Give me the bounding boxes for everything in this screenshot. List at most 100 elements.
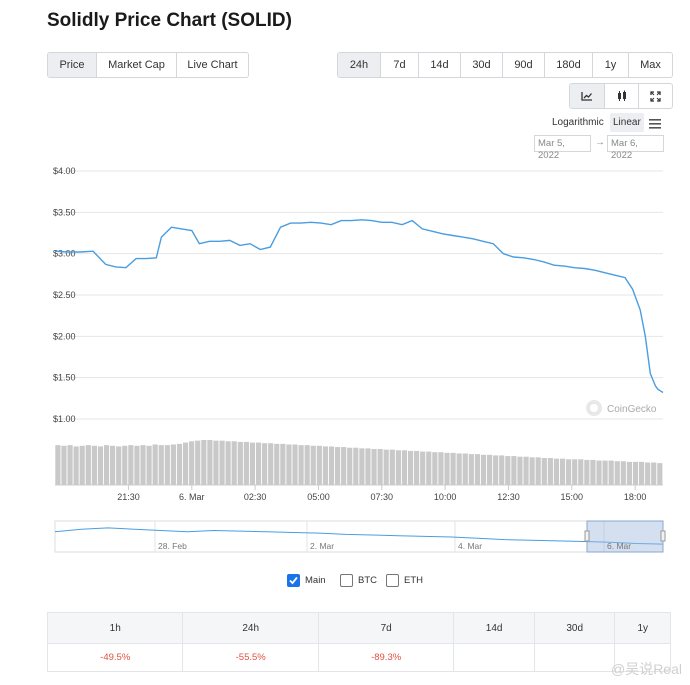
- volume-bar: [462, 453, 468, 485]
- volume-bar: [55, 445, 61, 485]
- volume-bar: [620, 461, 626, 485]
- tab-live-chart[interactable]: Live Chart: [176, 53, 248, 77]
- price-chart[interactable]: $4.00 $3.50 $3.00 $2.50 $2.00 $1.50 $1.00 21:3…: [0, 150, 690, 510]
- volume-bar: [578, 459, 584, 485]
- volume-bar: [432, 452, 438, 485]
- volume-bar: [255, 442, 262, 485]
- volume-bar: [584, 459, 590, 485]
- range-max[interactable]: Max: [628, 53, 672, 77]
- range-90d[interactable]: 90d: [502, 53, 544, 77]
- header-7d: 7d: [317, 612, 455, 644]
- volume-bar: [146, 445, 152, 485]
- price-change-table: 1h 24h 7d 14d 30d 1y -49.5% -55.5% -89.3…: [46, 612, 671, 672]
- volume-bar: [328, 446, 335, 485]
- y-tick-label: $1.50: [53, 373, 76, 383]
- range-7d[interactable]: 7d: [380, 53, 418, 77]
- volume-bar: [614, 461, 620, 485]
- volume-bar: [511, 456, 517, 485]
- range-1y[interactable]: 1y: [592, 53, 628, 77]
- volume-bar: [505, 456, 511, 485]
- x-tick-label: 15:00: [561, 492, 584, 502]
- checkbox-main[interactable]: [287, 574, 300, 587]
- y-tick-label: $2.00: [53, 331, 76, 341]
- legend-main[interactable]: Main: [287, 574, 326, 587]
- legend-eth-label: ETH: [404, 575, 423, 586]
- header-1h: 1h: [46, 612, 184, 644]
- y-tick-label: $1.00: [53, 414, 76, 424]
- volume-bar: [414, 450, 420, 485]
- tab-market-cap[interactable]: Market Cap: [96, 53, 176, 77]
- volume-bar: [480, 454, 487, 485]
- value-7d: -89.3%: [317, 643, 455, 672]
- volume-bar: [450, 452, 456, 485]
- view-tabs: Price Market Cap Live Chart: [47, 52, 249, 78]
- x-tick-label: 07:30: [371, 492, 394, 502]
- checkbox-eth[interactable]: [386, 574, 399, 587]
- volume-bar: [128, 445, 134, 485]
- value-30d: [533, 643, 616, 672]
- volume-bar: [195, 440, 201, 485]
- volume-bar: [499, 455, 505, 485]
- volume-bar: [334, 447, 341, 485]
- navigator-label: 28. Feb: [158, 541, 187, 551]
- volume-bar: [401, 450, 408, 485]
- volume-bar: [438, 452, 444, 485]
- volume-bar: [103, 445, 110, 485]
- volume-bar: [566, 459, 572, 485]
- volume-bar: [249, 442, 256, 485]
- volume-bar: [176, 443, 183, 485]
- volume-bar: [237, 441, 243, 485]
- header-1y: 1y: [614, 612, 671, 644]
- range-14d[interactable]: 14d: [418, 53, 460, 77]
- volume-bar: [474, 454, 480, 485]
- volume-bar: [304, 445, 310, 485]
- volume-bar: [207, 440, 213, 485]
- checkbox-btc[interactable]: [340, 574, 353, 587]
- volume-bar: [91, 445, 97, 485]
- candlestick-icon[interactable]: [604, 84, 638, 108]
- value-24h: -55.5%: [182, 643, 319, 672]
- volume-bar: [341, 447, 347, 485]
- date-from-input[interactable]: Mar 5, 2022: [534, 135, 591, 161]
- date-to-input[interactable]: Mar 6, 2022: [607, 135, 664, 161]
- volume-bar: [651, 462, 657, 485]
- range-24h[interactable]: 24h: [338, 53, 380, 77]
- legend-eth[interactable]: ETH: [386, 574, 423, 587]
- date-arrow: →: [595, 137, 605, 148]
- range-tabs: 24h 7d 14d 30d 90d 180d 1y Max: [337, 52, 673, 78]
- scale-linear[interactable]: Linear: [610, 113, 644, 132]
- y-tick-label: $4.00: [53, 166, 76, 176]
- volume-bar: [486, 454, 493, 485]
- volume-bar: [383, 449, 389, 485]
- volume-bar: [657, 463, 663, 485]
- scale-logarithmic[interactable]: Logarithmic: [552, 117, 604, 128]
- navigator[interactable]: 28. Feb 2. Mar 4. Mar 6. Mar: [0, 518, 690, 558]
- value-1h: -49.5%: [46, 643, 184, 672]
- volume-bar: [535, 457, 541, 485]
- fullscreen-icon[interactable]: [638, 84, 672, 108]
- volume-bar: [468, 454, 474, 485]
- range-180d[interactable]: 180d: [544, 53, 592, 77]
- volume-bar: [426, 451, 432, 485]
- range-30d[interactable]: 30d: [460, 53, 502, 77]
- navigator-label: 6. Mar: [607, 541, 631, 551]
- volume-bar: [67, 445, 73, 485]
- volume-bar: [152, 444, 158, 485]
- navigator-label: 2. Mar: [310, 541, 334, 551]
- volume-bar: [420, 451, 426, 485]
- volume-bar: [602, 460, 608, 485]
- volume-bar: [268, 443, 274, 485]
- tab-price[interactable]: Price: [48, 53, 96, 77]
- price-series-line: [54, 219, 664, 394]
- legend-btc[interactable]: BTC: [340, 574, 377, 587]
- volume-bar: [298, 445, 304, 485]
- line-chart-icon[interactable]: [570, 84, 604, 108]
- volume-bar: [638, 461, 645, 485]
- volume-bar: [541, 458, 547, 485]
- volume-bar: [547, 458, 553, 485]
- menu-icon[interactable]: [649, 116, 661, 134]
- volume-bar: [219, 440, 225, 485]
- volume-bar: [322, 446, 328, 485]
- volume-bar: [213, 440, 219, 485]
- volume-bar: [280, 443, 286, 485]
